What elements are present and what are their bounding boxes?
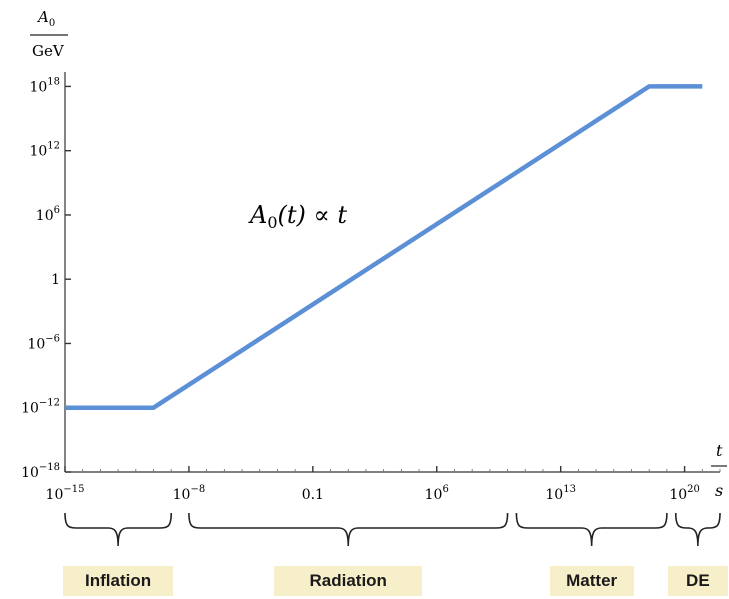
x-tick-label-5: 1020	[669, 484, 700, 503]
series-line-0	[65, 84, 703, 410]
y-tick-label-5: 1012	[29, 141, 60, 160]
x-tick-label-1: 10−8	[173, 484, 206, 503]
x-tick-label-3: 106	[425, 484, 449, 503]
x-axis-label: t s	[711, 441, 727, 500]
series	[65, 84, 703, 410]
era-label-de: DE	[667, 566, 728, 596]
y-tick-label-4: 106	[36, 205, 60, 224]
era-label-inflation: Inflation	[63, 566, 174, 596]
brace-matter	[515, 512, 668, 547]
ticks: 10−18 10−12 10−6 1 106 1012 1018 10−15 10−8 0.1 10…	[21, 76, 721, 503]
curve-annotation: A0(t) ∝ t	[248, 201, 347, 232]
brace-inflation	[64, 512, 173, 547]
y-tick-label-6: 1018	[29, 76, 60, 95]
y-tick-label-0: 10−18	[21, 462, 60, 481]
x-label-den: s	[715, 481, 723, 500]
y-axis-label: A0 GeV	[30, 8, 68, 60]
y-tick-label-1: 10−12	[21, 398, 60, 417]
y-label-num: A0	[36, 8, 55, 29]
era-label-matter: Matter	[549, 566, 634, 596]
axes	[64, 72, 720, 473]
x-label-num: t	[716, 441, 723, 460]
era-braces	[64, 512, 721, 547]
brace-de	[674, 512, 721, 547]
era-label-radiation: Radiation	[274, 566, 423, 596]
x-tick-label-0: 10−15	[46, 484, 85, 503]
y-tick-label-3: 1	[51, 272, 60, 288]
x-tick-label-4: 1013	[545, 484, 576, 503]
x-tick-label-2: 0.1	[302, 487, 324, 503]
y-label-den: GeV	[32, 42, 65, 60]
y-tick-label-2: 10−6	[27, 333, 60, 352]
brace-radiation	[188, 512, 509, 547]
